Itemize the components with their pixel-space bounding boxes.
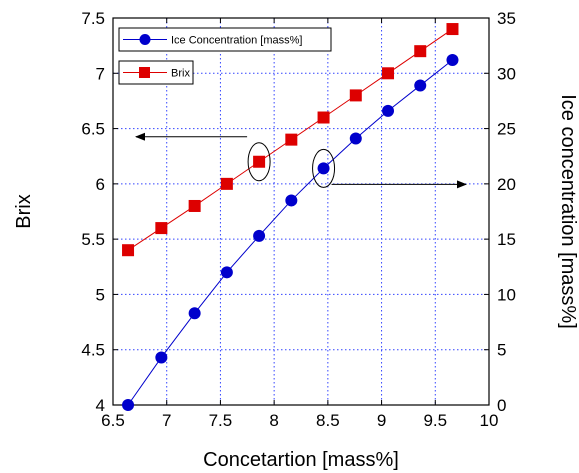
data-point-ice bbox=[188, 307, 201, 320]
x-tick-label: 9 bbox=[377, 411, 386, 430]
right-tick-label: 10 bbox=[497, 285, 516, 304]
left-tick-label: 6 bbox=[96, 175, 105, 194]
x-axis-label: Concetartion [mass%] bbox=[203, 449, 399, 471]
series-line-0 bbox=[127, 59, 453, 406]
series-layer bbox=[122, 23, 459, 411]
legend-item-brix: Brix bbox=[118, 60, 194, 85]
x-tick-label: 6.5 bbox=[101, 411, 125, 430]
data-point-ice bbox=[349, 132, 362, 145]
data-point-brix bbox=[414, 45, 427, 58]
data-point-brix bbox=[349, 89, 362, 102]
grid bbox=[113, 18, 489, 405]
x-tick-label: 10 bbox=[480, 411, 499, 430]
left-tick-label: 4.5 bbox=[81, 341, 105, 360]
right-tick-label: 20 bbox=[497, 175, 516, 194]
data-point-ice bbox=[317, 162, 330, 175]
x-tick-label: 8 bbox=[269, 411, 278, 430]
left-tick-label: 6.5 bbox=[81, 120, 105, 139]
x-axis-ticks: 6.5 7 7.5 8 8.5 9 9.5 10 bbox=[101, 18, 498, 430]
legend-marker-ice bbox=[139, 34, 151, 45]
x-tick-label: 8.5 bbox=[316, 411, 340, 430]
data-point-ice bbox=[414, 79, 427, 92]
right-tick-label: 0 bbox=[497, 396, 506, 415]
left-axis-label: Brix bbox=[13, 194, 35, 228]
legend-marker-brix bbox=[139, 67, 150, 78]
data-point-brix bbox=[122, 244, 135, 257]
data-point-brix bbox=[188, 199, 201, 212]
data-point-brix bbox=[285, 133, 298, 146]
annotation-layer bbox=[135, 132, 467, 189]
left-tick-label: 5 bbox=[96, 285, 105, 304]
data-point-brix bbox=[317, 111, 330, 124]
right-tick-label: 5 bbox=[497, 341, 506, 360]
right-tick-label: 25 bbox=[497, 120, 516, 139]
legend-box-ice bbox=[118, 27, 332, 52]
right-tick-label: 30 bbox=[497, 64, 516, 83]
data-point-brix bbox=[446, 23, 459, 36]
left-tick-label: 7 bbox=[96, 64, 105, 83]
right-tick-label: 35 bbox=[497, 9, 516, 28]
left-tick-label: 5.5 bbox=[81, 230, 105, 249]
legend-label-ice: Ice Concentration [mass%] bbox=[171, 35, 302, 47]
data-point-ice bbox=[446, 54, 459, 67]
right-tick-label: 15 bbox=[497, 230, 516, 249]
data-point-brix bbox=[220, 177, 233, 190]
left-tick-label: 4 bbox=[96, 396, 105, 415]
data-point-ice bbox=[155, 351, 168, 364]
data-point-ice bbox=[285, 194, 298, 207]
data-point-brix bbox=[253, 155, 266, 168]
plot-frame bbox=[112, 17, 490, 406]
data-point-ice bbox=[253, 229, 266, 242]
right-axis-label: Ice concentration [mass%] bbox=[557, 94, 579, 329]
x-tick-label: 7.5 bbox=[209, 411, 233, 430]
x-tick-label: 9.5 bbox=[423, 411, 447, 430]
left-axis-ticks: 4 4.5 5 5.5 6 6.5 7 7.5 bbox=[81, 9, 118, 415]
data-point-brix bbox=[382, 67, 395, 80]
data-point-ice bbox=[220, 266, 233, 279]
annotation-ellipse-0 bbox=[247, 142, 271, 182]
legend: Ice Concentration [mass%] Brix bbox=[118, 27, 332, 85]
data-point-ice bbox=[122, 399, 135, 411]
right-axis-ticks: 0 5 10 15 20 25 30 35 bbox=[484, 9, 516, 415]
annotation-ellipse-1 bbox=[312, 148, 336, 188]
data-point-brix bbox=[155, 222, 168, 235]
legend-item-ice: Ice Concentration [mass%] bbox=[118, 27, 332, 52]
x-tick-label: 7 bbox=[162, 411, 171, 430]
left-tick-label: 7.5 bbox=[81, 9, 105, 28]
legend-label-brix: Brix bbox=[171, 68, 190, 80]
data-point-ice bbox=[382, 104, 395, 117]
